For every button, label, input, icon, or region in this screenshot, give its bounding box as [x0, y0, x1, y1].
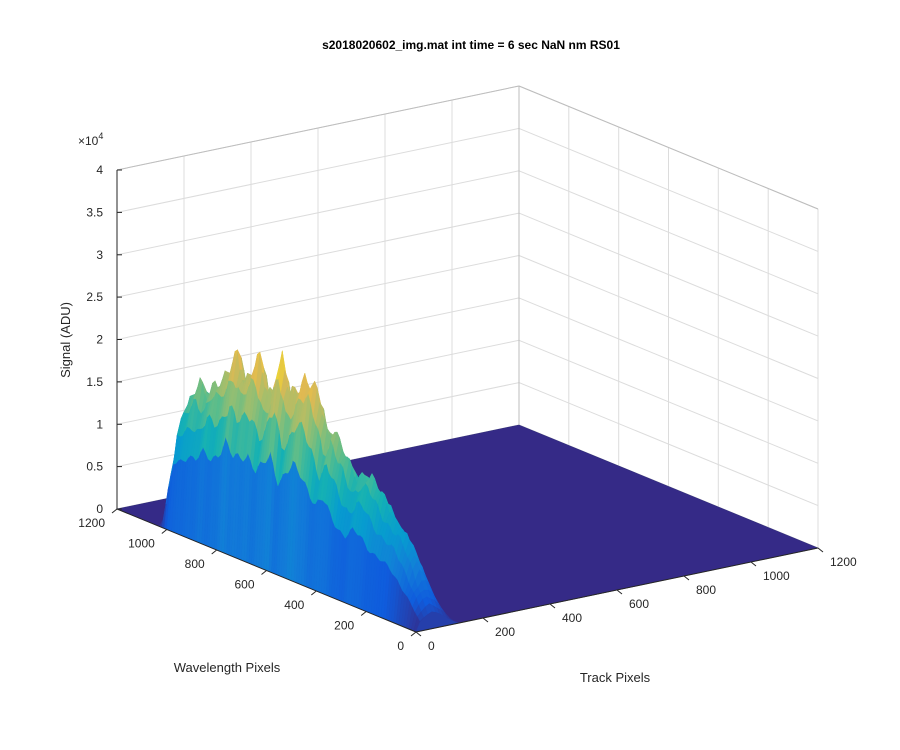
- z-exponent-base: ×10: [78, 134, 99, 148]
- x-tick-mark: [817, 547, 824, 553]
- grid-line-back-z: [116, 127, 520, 213]
- z-exponent-power: 4: [98, 131, 103, 141]
- y-tick-mark: [211, 549, 218, 555]
- z-tick-label: 1.5: [86, 375, 103, 389]
- grid-line-side-z: [518, 339, 819, 464]
- grid-line-side-z: [518, 170, 819, 295]
- surface-front-face: [415, 611, 460, 633]
- z-tick-label: 2.5: [86, 290, 103, 304]
- x-tick-label: 400: [562, 611, 582, 625]
- y-tick-mark: [161, 529, 168, 534]
- grid-line-back-z: [116, 255, 520, 340]
- grid-line-back-z: [116, 297, 520, 383]
- signal-surface: [115, 349, 820, 633]
- z-tick-label: 0.5: [86, 460, 103, 474]
- grid-line-back-z: [116, 212, 520, 298]
- grid-line-side-z: [518, 297, 819, 422]
- grid-line-side-z: [518, 212, 819, 337]
- x-tick-label: 1000: [763, 569, 790, 583]
- z-axis-label: Signal (ADU): [58, 302, 73, 378]
- chart-title: s2018020602_img.mat int time = 6 sec NaN…: [322, 38, 620, 52]
- y-tick-label: 1000: [128, 537, 155, 551]
- x-tick-label: 800: [696, 583, 716, 597]
- y-tick-mark: [310, 590, 317, 596]
- grid-line-back-z: [116, 170, 520, 256]
- y-tick-label: 400: [284, 598, 304, 612]
- z-tick-label: 3.5: [86, 205, 103, 219]
- z-tick-label: 0: [96, 502, 103, 516]
- x-tick-label: 1200: [830, 555, 857, 569]
- grid-line-side-z: [518, 255, 819, 379]
- y-tick-label: 0: [397, 639, 404, 653]
- y-axis-label: Wavelength Pixels: [174, 660, 281, 675]
- x-tick-mark: [415, 631, 422, 637]
- y-tick-mark: [111, 508, 118, 514]
- x-tick-mark: [750, 561, 757, 567]
- tick-labels: 0200400600800100012000200400600800100012…: [78, 163, 857, 653]
- box-edge-top-side: [518, 85, 819, 210]
- box-edge-top-back: [116, 85, 520, 171]
- y-tick-label: 1200: [78, 516, 105, 530]
- x-tick-label: 0: [428, 639, 435, 653]
- x-tick-mark: [549, 603, 556, 609]
- y-tick-label: 200: [334, 619, 354, 633]
- grid-line-back-z: [116, 339, 520, 425]
- z-tick-label: 2: [96, 333, 103, 347]
- z-exponent-label: ×104: [78, 131, 103, 148]
- x-tick-mark: [616, 589, 623, 595]
- z-tick-label: 3: [96, 248, 103, 262]
- x-axis-label: Track Pixels: [580, 670, 651, 685]
- x-tick-mark: [683, 575, 690, 581]
- grid-line-side-z: [518, 127, 819, 252]
- z-tick-label: 1: [96, 417, 103, 431]
- z-tick-label: 4: [96, 163, 103, 177]
- y-tick-mark: [410, 631, 417, 637]
- y-tick-mark: [360, 611, 367, 616]
- y-tick-mark: [261, 570, 267, 575]
- x-tick-label: 200: [495, 625, 515, 639]
- y-tick-label: 600: [234, 578, 254, 592]
- x-tick-label: 600: [629, 597, 649, 611]
- axis-lines: [111, 169, 824, 637]
- x-tick-mark: [482, 617, 489, 623]
- grid-line-side-z: [518, 382, 819, 507]
- y-tick-label: 800: [185, 557, 205, 571]
